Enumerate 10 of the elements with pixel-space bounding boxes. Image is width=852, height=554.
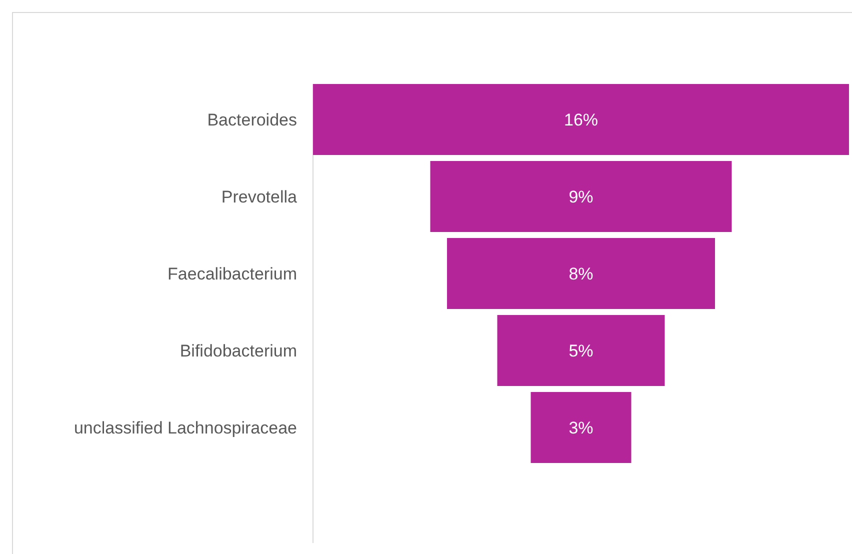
data-label: 8% xyxy=(568,264,594,284)
data-label: 3% xyxy=(568,418,594,438)
category-label: Bifidobacterium xyxy=(180,341,297,360)
category-label: Faecalibacterium xyxy=(168,264,297,284)
data-label: 5% xyxy=(568,341,594,360)
category-label: Bacteroides xyxy=(207,110,297,130)
data-label: 9% xyxy=(568,187,594,206)
category-label: unclassified Lachnospiraceae xyxy=(74,418,297,438)
category-label: Prevotella xyxy=(221,187,298,206)
data-label: 16% xyxy=(564,110,598,130)
